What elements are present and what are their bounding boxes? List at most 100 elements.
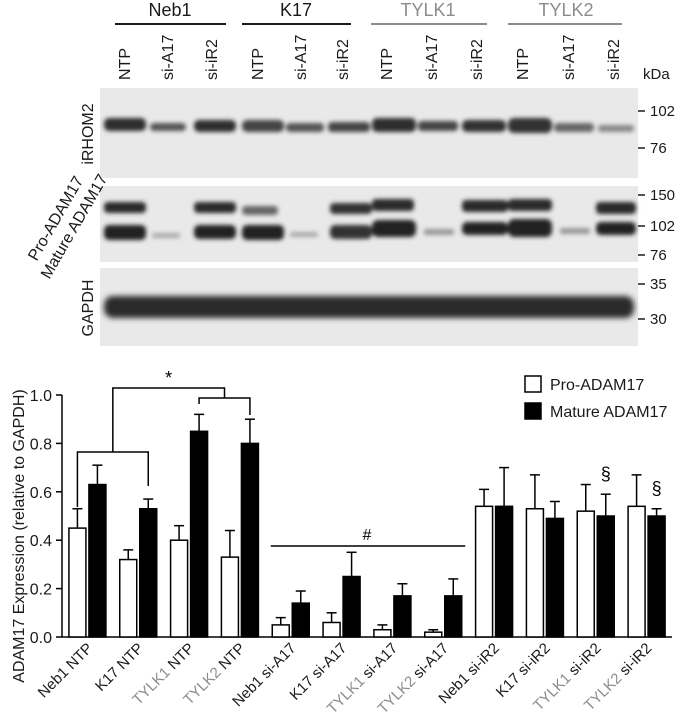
legend-label: Pro-ADAM17	[550, 377, 644, 394]
bar-mature-adam17	[291, 602, 310, 638]
x-tick-label-suffix: si-iR2	[512, 640, 554, 682]
band	[328, 122, 370, 132]
lane-label: NTP	[117, 48, 134, 80]
band	[194, 120, 236, 132]
band	[596, 202, 636, 214]
marker-label: 76	[650, 247, 667, 264]
blot-panel-irhom2: 102 76 iRHOM2	[80, 88, 675, 178]
bar-mature-adam17	[647, 515, 666, 638]
band	[462, 222, 508, 235]
bar-pro-adam17	[68, 527, 87, 638]
kda-label: kDa	[643, 66, 670, 83]
y-tick-label: 0.6	[30, 485, 52, 502]
x-tick-label-suffix: si-iR2	[613, 640, 655, 682]
band	[508, 118, 552, 133]
band	[554, 123, 594, 132]
x-tick-label-suffix: NTP	[162, 640, 198, 676]
band	[242, 206, 278, 215]
band	[508, 199, 552, 211]
band	[290, 232, 318, 237]
blot-panel-gapdh: 35 30 GAPDH	[80, 268, 667, 346]
marker-label: 102	[650, 103, 675, 120]
lane-label: NTP	[379, 48, 396, 80]
bar-mature-adam17	[240, 442, 260, 638]
bar-mature-adam17	[444, 595, 463, 638]
legend-swatch	[524, 375, 542, 393]
band	[330, 203, 372, 214]
band	[372, 199, 414, 211]
lane-label: si-A17	[160, 35, 177, 80]
lane-label: si-A17	[561, 35, 578, 80]
lane-label: si-A17	[293, 35, 310, 80]
bar-pro-adam17	[119, 558, 138, 638]
panel-label-irhom2: iRHOM2	[80, 103, 97, 164]
band	[508, 219, 552, 237]
bar-mature-adam17	[342, 575, 361, 638]
band	[104, 296, 634, 318]
band	[560, 228, 590, 234]
x-tick-label-suffix: si-A17	[255, 640, 300, 685]
band	[150, 123, 186, 131]
bar-pro-adam17	[474, 505, 494, 638]
band	[242, 225, 284, 240]
band	[596, 222, 636, 235]
bar-pro-adam17	[424, 631, 443, 638]
bar-pro-adam17	[169, 539, 189, 638]
panel-label-adam17: Pro-ADAM17 Mature ADAM17	[21, 162, 112, 282]
significance-bracket	[198, 397, 251, 415]
y-tick-label: 1.0	[30, 388, 52, 405]
legend-swatch	[524, 402, 542, 420]
x-tick-label-suffix: si-iR2	[461, 640, 503, 682]
significance-bracket	[76, 451, 149, 507]
band	[242, 120, 284, 132]
bar-mature-adam17	[393, 595, 412, 638]
x-tick-label-suffix: si-A17	[305, 640, 350, 685]
blot-panel-background	[100, 88, 638, 178]
bar-pro-adam17	[220, 556, 240, 638]
lane-label: NTP	[515, 48, 532, 80]
kda-markers: 150 102 76	[638, 187, 675, 264]
band	[104, 202, 146, 213]
band	[194, 202, 236, 213]
band	[462, 120, 506, 132]
lane-label: NTP	[250, 48, 267, 80]
kda-markers: 35 30	[638, 276, 667, 328]
band	[372, 118, 416, 132]
bar-mature-adam17	[88, 483, 107, 638]
band	[286, 123, 324, 132]
x-tick-label-suffix: NTP	[60, 640, 96, 676]
x-tick-label-suffix: NTP	[111, 640, 147, 676]
marker-label: 35	[650, 276, 667, 293]
y-tick-label: 0.4	[30, 533, 52, 550]
blot-panel-background	[100, 186, 638, 262]
group-label-k17: K17	[280, 0, 312, 20]
x-tick-label-suffix: si-iR2	[562, 640, 604, 682]
marker-label: 76	[650, 140, 667, 157]
bar-pro-adam17	[525, 507, 545, 638]
group-label-neb1: Neb1	[148, 0, 191, 20]
bar-pro-adam17	[373, 628, 392, 638]
bar-pro-adam17	[271, 624, 290, 638]
x-tick-label-suffix: NTP	[213, 640, 249, 676]
marker-label: 102	[650, 218, 675, 235]
bar-mature-adam17	[494, 505, 514, 638]
marker-label: 30	[650, 311, 667, 328]
significance-star: *	[165, 368, 172, 388]
bar-pro-adam17	[627, 505, 646, 638]
lane-label: si-iR2	[335, 39, 352, 80]
panel-label-gapdh: GAPDH	[80, 280, 97, 337]
x-tick-label-suffix: si-A17	[407, 640, 452, 685]
blot-group-headers: Neb1 K17 TYLK1 TYLK2	[115, 0, 622, 25]
band	[424, 229, 454, 235]
blot-panel-adam17: 150 102 76 Pro-ADAM17 Mature ADAM17	[21, 162, 675, 282]
lane-label: si-A17	[424, 35, 441, 80]
section-mark: §	[601, 464, 611, 484]
section-mark: §	[652, 479, 662, 499]
band-row-mature	[104, 219, 636, 240]
blot-lane-labels: NTP si-A17 si-iR2 NTP si-A17 si-iR2 NTP …	[117, 35, 670, 83]
band	[598, 125, 634, 132]
band-row	[104, 118, 634, 133]
band	[372, 220, 416, 237]
